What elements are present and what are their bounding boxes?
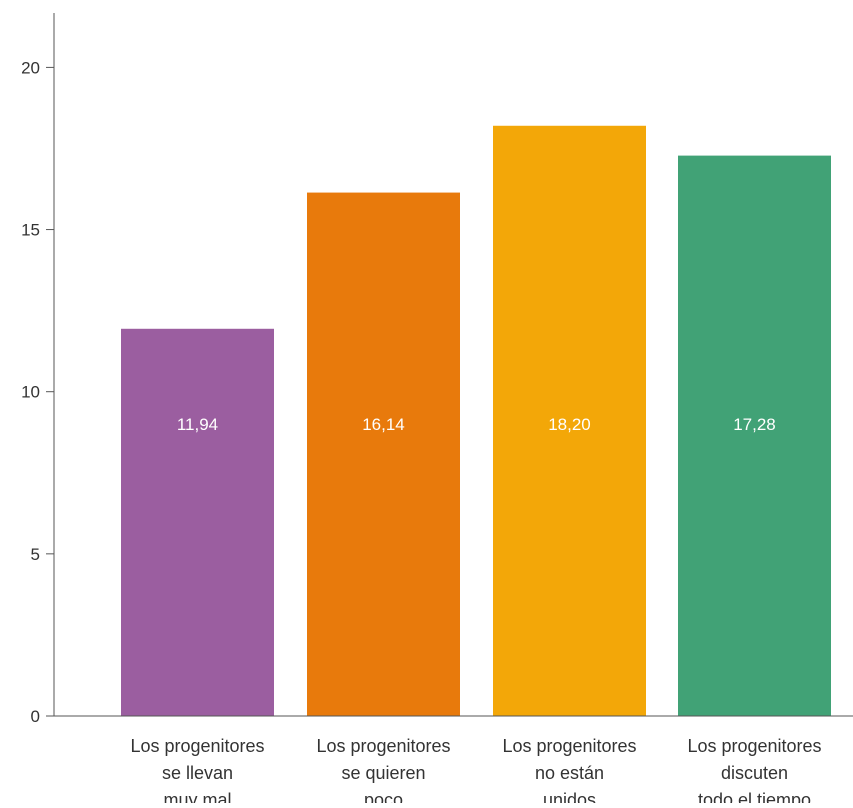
x-category-label-line: no están	[535, 763, 604, 783]
y-tick-label: 20	[21, 58, 40, 77]
x-category-label-line: Los progenitores	[502, 736, 636, 756]
y-tick-label: 5	[31, 545, 40, 564]
x-category-label-line: muy mal	[163, 790, 231, 803]
y-tick-label: 10	[21, 383, 40, 402]
x-category-label-line: Los progenitores	[687, 736, 821, 756]
x-category-label-line: todo el tiempo	[698, 790, 811, 803]
x-category-label-line: se quieren	[341, 763, 425, 783]
bar-value-label: 18,20	[548, 415, 591, 434]
y-tick-label: 15	[21, 221, 40, 240]
y-axis: 0 5 10 15 20	[21, 13, 55, 726]
x-category-label-line: se llevan	[162, 763, 233, 783]
bars: 11,94 16,14 18,20 17,28	[121, 125, 831, 717]
x-category-label-line: poco	[364, 790, 403, 803]
bar-value-label: 16,14	[362, 415, 405, 434]
x-category-label: Los progenitores se quieren poco	[316, 736, 450, 803]
x-category-label-line: unidos	[543, 790, 596, 803]
x-category-label: Los progenitores discuten todo el tiempo	[687, 736, 821, 803]
x-category-label-line: discuten	[721, 763, 788, 783]
y-tick-label: 0	[31, 707, 40, 726]
bar	[307, 192, 460, 716]
bar	[493, 125, 646, 717]
x-category-label-line: Los progenitores	[130, 736, 264, 756]
x-category-label: Los progenitores no están unidos	[502, 736, 636, 803]
bar	[121, 328, 274, 716]
bar-value-label: 17,28	[733, 415, 776, 434]
bar-value-label: 11,94	[177, 415, 218, 434]
bar	[678, 155, 831, 716]
x-category-label-line: Los progenitores	[316, 736, 450, 756]
x-category-label: Los progenitores se llevan muy mal	[130, 736, 264, 803]
